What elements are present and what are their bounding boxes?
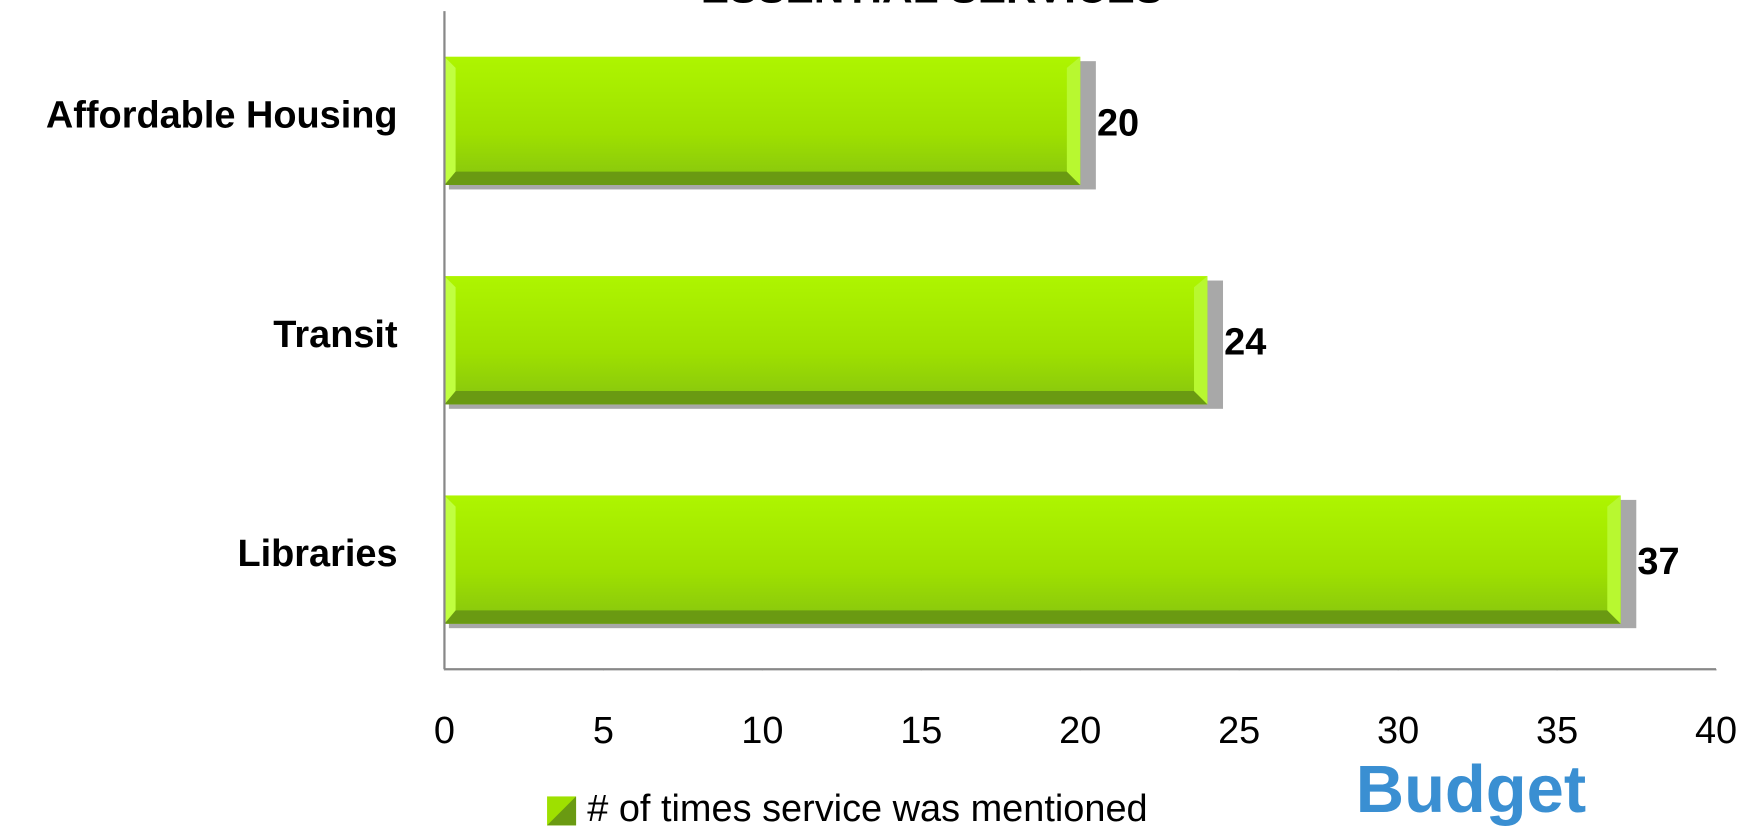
x-tick-label: 5 [593,710,614,752]
chart-title: ESSENTIAL SERVICES [701,0,1163,11]
bar [444,276,1208,405]
value-label: 20 [1097,102,1139,144]
bar [444,495,1621,624]
x-tick-label: 15 [900,710,942,752]
x-tick-label: 10 [741,710,783,752]
x-tick-label: 25 [1218,710,1260,752]
x-tick-label: 30 [1377,710,1419,752]
y-tick-label: Transit [273,314,398,356]
logo-text: Budget [1356,752,1586,827]
x-tick-label: 40 [1695,710,1737,752]
y-tick-label: Affordable Housing [46,95,398,137]
legend-label: # of times service was mentioned [587,788,1147,830]
x-tick-label: 0 [434,710,455,752]
value-label: 24 [1224,322,1266,364]
y-tick-label: Libraries [237,533,397,575]
value-label: 37 [1637,541,1679,583]
x-tick-label: 20 [1059,710,1101,752]
x-tick-label: 35 [1536,710,1578,752]
bar [444,56,1081,185]
